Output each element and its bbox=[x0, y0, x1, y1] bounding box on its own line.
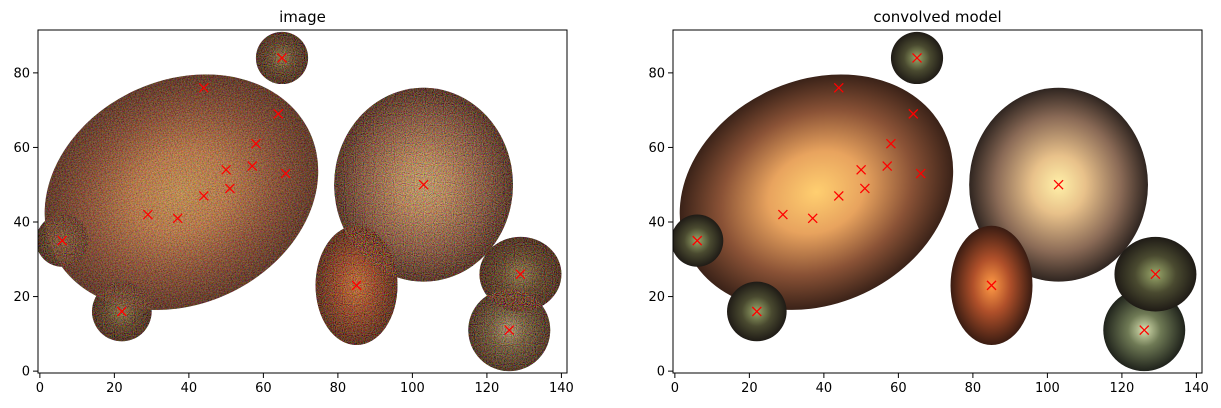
x-marker bbox=[807, 213, 818, 224]
x-marker bbox=[198, 190, 209, 201]
x-marker bbox=[859, 183, 870, 194]
x-marker bbox=[221, 164, 232, 175]
noise-overlay bbox=[44, 74, 319, 310]
x-marker bbox=[1150, 269, 1161, 280]
markers bbox=[692, 53, 1161, 336]
markers bbox=[57, 53, 526, 336]
x-tick-label: 80 bbox=[965, 381, 982, 396]
x-marker bbox=[908, 108, 919, 119]
x-marker bbox=[915, 168, 926, 179]
x-marker bbox=[692, 235, 703, 246]
x-marker bbox=[250, 138, 261, 149]
x-tick-label: 20 bbox=[106, 381, 123, 396]
x-marker bbox=[1139, 325, 1150, 336]
x-marker bbox=[882, 161, 893, 172]
x-tick-label: 40 bbox=[181, 381, 198, 396]
convolved-model-panel: 0 20 40 60 80 100 120 140 0 20 40 60 80 convolved mod… bbox=[648, 8, 1209, 396]
x-marker bbox=[885, 138, 896, 149]
x-marker bbox=[833, 190, 844, 201]
x-tick-label: 100 bbox=[1035, 381, 1060, 396]
y-tick-label: 60 bbox=[648, 141, 665, 156]
x-marker bbox=[247, 161, 258, 172]
image-panel: 0 20 40 60 80 100 120 140 0 20 40 60 80 image bbox=[13, 8, 574, 396]
y-tick-label: 0 bbox=[22, 365, 30, 380]
x-tick-label: 20 bbox=[741, 381, 758, 396]
y-tick-label: 80 bbox=[648, 66, 665, 81]
x-marker bbox=[57, 235, 68, 246]
x-marker bbox=[198, 82, 209, 93]
x-marker bbox=[273, 108, 284, 119]
x-marker bbox=[777, 209, 788, 220]
x-marker bbox=[116, 306, 127, 317]
x-tick-label: 60 bbox=[890, 381, 907, 396]
x-tick-label: 40 bbox=[816, 381, 833, 396]
y-tick-label: 20 bbox=[648, 290, 665, 305]
x-marker bbox=[515, 269, 526, 280]
y-tick-label: 80 bbox=[13, 66, 30, 81]
x-marker bbox=[833, 82, 844, 93]
x-tick-label: 100 bbox=[400, 381, 425, 396]
x-marker bbox=[751, 306, 762, 317]
y-tick-label: 40 bbox=[648, 216, 665, 231]
x-marker bbox=[856, 164, 867, 175]
axes-frame bbox=[672, 29, 1203, 374]
x-tick-label: 120 bbox=[474, 381, 499, 396]
x-tick-label: 60 bbox=[255, 381, 272, 396]
noise-overlay bbox=[38, 214, 89, 267]
main-galaxy-blob bbox=[679, 74, 954, 310]
x-marker bbox=[280, 168, 291, 179]
left-source-blob bbox=[673, 214, 724, 267]
image-content bbox=[673, 31, 1197, 372]
y-tick-label: 20 bbox=[13, 290, 30, 305]
chart-title: convolved model bbox=[873, 8, 1001, 26]
x-marker bbox=[418, 179, 429, 190]
image-content bbox=[38, 31, 562, 372]
x-marker bbox=[172, 213, 183, 224]
x-tick-label: 120 bbox=[1109, 381, 1134, 396]
x-marker bbox=[351, 280, 362, 291]
x-marker bbox=[224, 183, 235, 194]
x-tick-label: 140 bbox=[549, 381, 574, 396]
y-tick-label: 0 bbox=[657, 365, 665, 380]
x-tick-label: 80 bbox=[330, 381, 347, 396]
x-marker bbox=[277, 53, 287, 63]
x-tick-label: 0 bbox=[671, 381, 679, 396]
x-marker bbox=[504, 325, 515, 336]
x-marker bbox=[912, 53, 922, 63]
x-tick-label: 0 bbox=[36, 381, 44, 396]
x-marker bbox=[142, 209, 153, 220]
x-marker bbox=[986, 280, 997, 291]
axes-frame bbox=[37, 29, 568, 374]
y-tick-label: 40 bbox=[13, 216, 30, 231]
y-tick-label: 60 bbox=[13, 141, 30, 156]
x-tick-label: 140 bbox=[1184, 381, 1209, 396]
x-marker bbox=[1053, 179, 1064, 190]
chart-title: image bbox=[279, 8, 326, 26]
